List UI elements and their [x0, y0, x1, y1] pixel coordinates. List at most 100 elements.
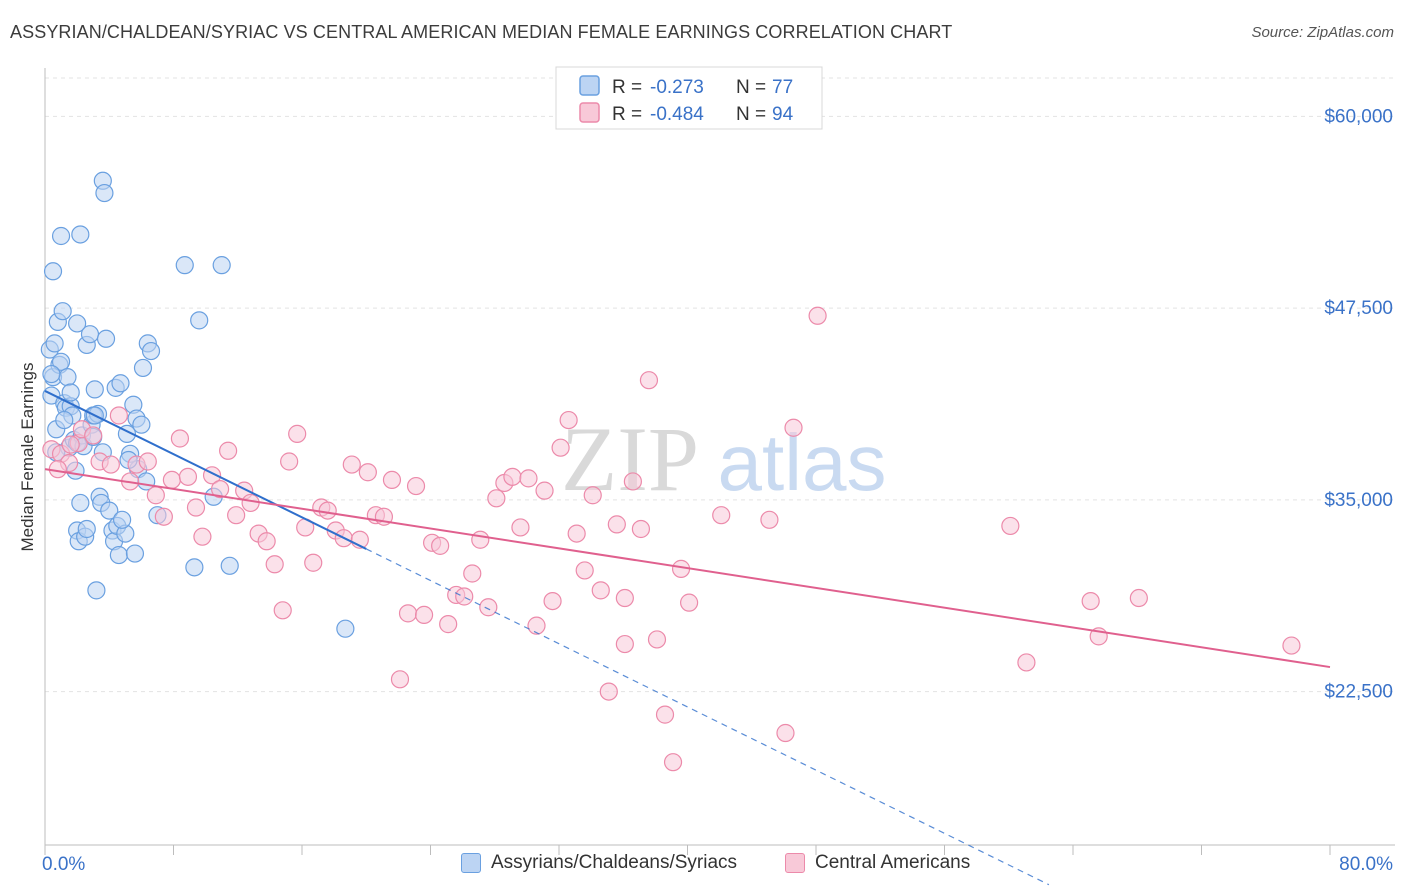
point-central-americans-48 — [431, 536, 450, 555]
point-central-americans-17 — [186, 498, 206, 517]
point-central-americans-70 — [607, 515, 626, 534]
point-assyrians-34 — [85, 380, 104, 399]
point-assyrians-61 — [175, 256, 194, 275]
point-central-americans-21 — [219, 441, 238, 460]
point-central-americans-76 — [655, 705, 675, 724]
point-central-americans-46 — [414, 605, 434, 625]
point-central-americans-60 — [527, 616, 546, 635]
point-central-americans-80 — [712, 506, 731, 525]
stats-r-value-0: -0.273 — [650, 77, 704, 98]
point-central-americans-74 — [639, 371, 659, 390]
point-assyrians-59 — [141, 341, 161, 361]
point-central-americans-28 — [273, 601, 292, 620]
point-central-americans-39 — [358, 463, 377, 482]
point-assyrians-28 — [71, 225, 90, 244]
point-central-americans-68 — [591, 581, 610, 600]
point-central-americans-57 — [503, 467, 522, 486]
y-tick-label-2: $47,500 — [1324, 298, 1393, 319]
stats-r-label-0: R = — [612, 77, 642, 98]
point-central-americans-20 — [210, 480, 230, 499]
point-assyrians-73 — [112, 510, 132, 529]
y-axis-label: Median Female Earnings — [18, 363, 37, 552]
legend-item-central-americans: Central Americans — [785, 852, 970, 874]
point-central-americans-42 — [382, 470, 402, 490]
point-central-americans-64 — [559, 410, 578, 430]
point-central-americans-30 — [288, 424, 307, 443]
point-central-americans-61 — [535, 481, 554, 500]
trend-lines — [44, 390, 1331, 886]
point-assyrians-7 — [51, 352, 71, 371]
point-central-americans-24 — [241, 493, 260, 513]
point-central-americans-8 — [109, 406, 128, 425]
point-central-americans-49 — [439, 615, 458, 634]
point-central-americans-22 — [227, 506, 246, 525]
trend-line-central-americans — [44, 468, 1331, 669]
legend-swatch-blue — [461, 853, 481, 873]
axes — [44, 68, 1395, 855]
point-central-americans-81 — [776, 723, 795, 743]
watermark-zip: ZIP — [561, 408, 699, 510]
point-central-americans-29 — [280, 452, 299, 471]
point-central-americans-66 — [575, 561, 594, 580]
point-central-americans-90 — [48, 460, 67, 479]
point-assyrians-67 — [336, 619, 355, 638]
point-central-americans-55 — [487, 489, 506, 508]
point-assyrians-57 — [133, 358, 153, 378]
point-assyrians-48 — [111, 374, 130, 393]
point-central-americans-73 — [631, 519, 651, 539]
x-tick-label-max: 80.0% — [1339, 854, 1393, 875]
series-legend: Assyrians/Chaldeans/Syriacs Central Amer… — [0, 852, 1406, 878]
point-assyrians-35 — [87, 581, 106, 600]
stats-n-label-1: N = — [736, 104, 766, 125]
point-central-americans-62 — [543, 591, 562, 611]
point-central-americans-15 — [170, 429, 190, 448]
point-central-americans-32 — [304, 553, 323, 572]
point-assyrians-63 — [190, 311, 209, 330]
point-assyrians-56 — [132, 415, 151, 434]
legend-swatch-pink — [785, 853, 805, 873]
point-assyrians-23 — [71, 493, 90, 513]
point-central-americans-27 — [265, 555, 284, 574]
watermark: ZIP atlas — [561, 408, 886, 510]
point-central-americans-72 — [623, 472, 642, 491]
point-assyrians-13 — [58, 368, 77, 387]
point-central-americans-84 — [1001, 516, 1020, 536]
point-central-americans-93 — [760, 510, 779, 529]
point-assyrians-10 — [53, 302, 72, 321]
y-tick-label-3: $60,000 — [1324, 106, 1393, 127]
point-central-americans-89 — [1282, 636, 1301, 655]
point-central-americans-14 — [162, 470, 181, 490]
point-assyrians-68 — [42, 364, 61, 384]
grid-lines — [45, 77, 1395, 693]
point-central-americans-58 — [511, 518, 530, 537]
point-assyrians-69 — [55, 410, 74, 430]
point-assyrians-70 — [77, 519, 96, 539]
point-central-americans-83 — [808, 306, 827, 325]
chart-title: ASSYRIAN/CHALDEAN/SYRIAC VS CENTRAL AMER… — [10, 22, 953, 42]
point-assyrians-3 — [45, 334, 64, 353]
watermark-atlas: atlas — [718, 418, 887, 507]
point-central-americans-67 — [583, 486, 602, 505]
stats-legend: R = -0.273 N = 77 R = -0.484 N = 94 — [555, 66, 823, 130]
stats-legend-box — [555, 66, 823, 130]
point-central-americans-86 — [1081, 591, 1100, 611]
point-assyrians-47 — [109, 545, 128, 565]
point-assyrians-9 — [51, 226, 71, 246]
point-central-americans-7 — [101, 455, 120, 474]
point-assyrians-66 — [220, 556, 239, 575]
point-central-americans-65 — [567, 524, 586, 543]
x-tick-labels: 0.0% 80.0% — [42, 854, 1393, 875]
stats-n-value-0: 77 — [772, 77, 793, 98]
point-assyrians-20 — [61, 383, 80, 402]
stats-r-label-1: R = — [612, 104, 642, 125]
legend-item-assyrians: Assyrians/Chaldeans/Syriacs — [461, 852, 737, 874]
point-central-americans-71 — [615, 634, 634, 654]
point-central-americans-88 — [1129, 588, 1148, 608]
point-central-americans-54 — [479, 598, 498, 617]
point-assyrians-65 — [212, 256, 231, 275]
point-assyrians-40 — [95, 183, 114, 203]
point-assyrians-30 — [80, 325, 100, 344]
point-central-americans-77 — [663, 753, 683, 772]
point-assyrians-24 — [68, 314, 87, 333]
